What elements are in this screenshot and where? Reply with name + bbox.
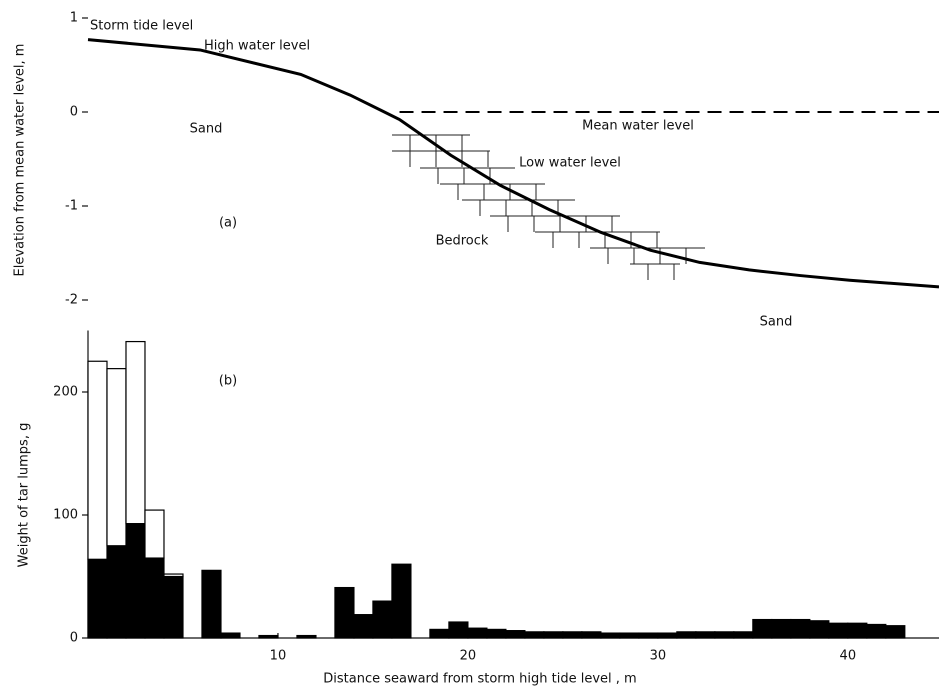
bar <box>221 633 240 638</box>
bar <box>867 624 886 638</box>
y-axis-label: Elevation from mean water level, m <box>13 44 28 277</box>
bar <box>468 628 487 638</box>
bar <box>107 369 126 546</box>
bar <box>506 631 525 638</box>
x-tick-label: 40 <box>840 649 857 664</box>
annotation: Sand <box>190 122 223 137</box>
bar <box>487 629 506 638</box>
bar <box>753 620 772 638</box>
annotation: Low water level <box>519 156 621 171</box>
bar <box>107 546 126 638</box>
bar <box>354 615 373 638</box>
bar <box>829 623 848 638</box>
bar <box>164 574 183 576</box>
annotation: (b) <box>219 374 237 389</box>
annotation: (a) <box>219 216 237 231</box>
y-axis-label: Weight of tar lumps, g <box>17 423 32 568</box>
bar <box>658 633 677 638</box>
bar <box>791 620 810 638</box>
x-tick-label: 10 <box>270 649 287 664</box>
bar <box>810 621 829 638</box>
bar <box>677 632 696 638</box>
profile-line <box>88 40 939 287</box>
annotation: Storm tide level <box>90 19 193 34</box>
bar <box>126 342 145 524</box>
y-tick-label: -1 <box>65 199 78 214</box>
bar <box>449 622 468 638</box>
bar <box>88 361 107 559</box>
annotation: Bedrock <box>436 234 489 249</box>
annotation: Sand <box>760 315 793 330</box>
figure: Elevation from mean water level, m Weigh… <box>0 0 939 690</box>
bar <box>886 626 905 638</box>
y-tick-label: 100 <box>53 508 78 523</box>
bar <box>563 632 582 638</box>
bar <box>525 632 544 638</box>
bar <box>620 633 639 638</box>
bar <box>259 636 278 638</box>
y-tick-label: 1 <box>70 11 78 26</box>
bar <box>145 558 164 638</box>
x-tick-label: 20 <box>460 649 477 664</box>
bar <box>734 632 753 638</box>
bar <box>126 524 145 638</box>
y-tick-label: 0 <box>70 631 78 646</box>
bar <box>145 510 164 558</box>
bar <box>544 632 563 638</box>
bar <box>582 632 601 638</box>
y-tick-label: -2 <box>65 293 78 308</box>
bar <box>430 629 449 638</box>
bar <box>373 601 392 638</box>
bar <box>202 570 221 638</box>
bar <box>601 633 620 638</box>
annotation: Mean water level <box>582 119 694 134</box>
x-axis-label: Distance seaward from storm high tide le… <box>323 672 636 687</box>
bar <box>639 633 658 638</box>
annotation: High water level <box>204 39 310 54</box>
x-tick-label: 30 <box>650 649 667 664</box>
bar <box>848 623 867 638</box>
bar <box>715 632 734 638</box>
bar <box>335 588 354 638</box>
bar <box>772 620 791 638</box>
y-tick-label: 0 <box>70 105 78 120</box>
bar <box>297 636 316 638</box>
bar <box>164 577 183 639</box>
bar <box>88 559 107 638</box>
bar <box>392 564 411 638</box>
bar <box>696 632 715 638</box>
y-tick-label: 200 <box>53 385 78 400</box>
